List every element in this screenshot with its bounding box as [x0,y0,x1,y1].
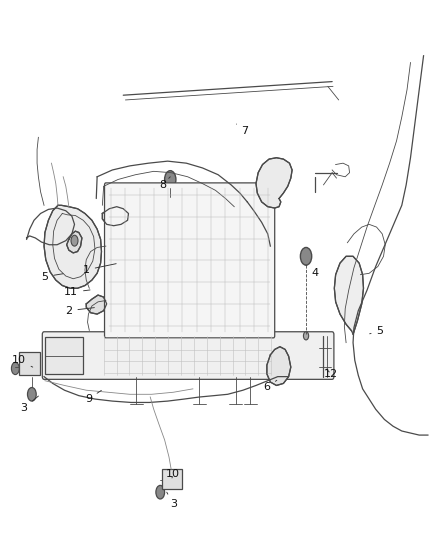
Circle shape [156,486,165,499]
Circle shape [28,387,36,401]
Text: 5: 5 [370,326,384,336]
Circle shape [71,235,78,246]
Bar [45,337,83,374]
Text: 9: 9 [85,390,101,404]
FancyBboxPatch shape [105,183,275,338]
Polygon shape [44,205,102,288]
Text: 4: 4 [306,265,318,278]
Polygon shape [86,295,107,314]
Text: 7: 7 [237,124,249,135]
Bar [162,469,182,489]
FancyBboxPatch shape [42,332,334,379]
Polygon shape [334,256,364,335]
Polygon shape [267,346,291,385]
Polygon shape [102,207,128,225]
Circle shape [165,171,176,188]
Polygon shape [67,231,82,253]
Bar [19,352,40,375]
Text: 3: 3 [21,396,39,413]
Text: 3: 3 [167,492,177,510]
Text: 11: 11 [64,287,90,297]
Polygon shape [256,158,292,208]
Text: 10: 10 [166,469,180,479]
Text: 10: 10 [12,356,33,367]
Circle shape [304,332,309,340]
Circle shape [11,362,19,375]
Text: 6: 6 [263,380,277,392]
Circle shape [168,195,173,203]
Text: 5: 5 [42,272,63,282]
Text: 2: 2 [65,306,94,316]
Text: 12: 12 [324,369,338,379]
Circle shape [300,247,312,265]
Text: 1: 1 [83,264,116,275]
Text: 8: 8 [159,177,170,190]
